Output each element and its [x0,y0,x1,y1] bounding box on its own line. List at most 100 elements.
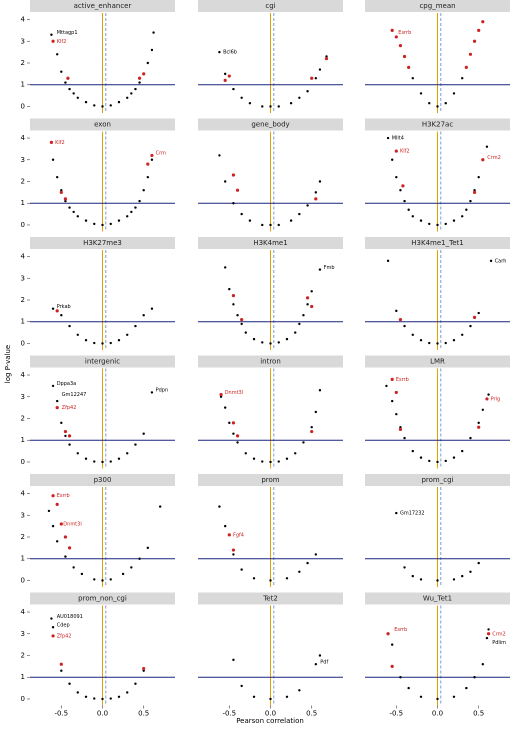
point [394,149,398,153]
point [477,311,480,315]
point [51,494,55,498]
point [158,505,162,508]
point [117,339,121,342]
point-label: Fmb [324,265,335,271]
point [130,566,133,569]
point [66,76,70,80]
point [481,662,485,666]
point [117,219,121,222]
point [232,658,235,662]
panel-title: H3K4me1_Tet1 [411,239,463,247]
point [285,337,289,341]
point [231,421,236,425]
point-label: Esrrb [394,627,407,633]
point [101,579,104,582]
point [419,695,423,699]
point [403,199,406,203]
point [232,202,235,205]
point [240,568,243,571]
point [419,339,423,342]
y-tick-label: 4 [21,608,26,616]
point-label: Cdep [57,623,70,629]
strip [30,0,175,12]
point-label: Dnmt3l [63,521,81,527]
point-label: Esrrb [398,30,411,36]
point [76,333,79,336]
point [126,333,129,336]
point-label: Crm2 [492,631,506,637]
panel-title: exon [94,121,111,129]
point [59,522,63,526]
panel-title: prom [261,476,279,484]
point [232,432,235,435]
point [252,457,256,460]
point [395,175,398,179]
point [477,561,480,565]
point [452,92,456,95]
point [477,175,480,179]
point [325,55,328,58]
point [444,102,447,105]
point [481,408,485,412]
point-label: Crm2 [487,155,501,161]
y-tick-label: 2 [21,178,25,186]
y-axis-label: log P-value [4,345,12,383]
point [223,406,227,409]
point [130,210,133,214]
point [232,303,235,306]
point [93,460,96,463]
point [487,628,490,631]
point [289,102,293,105]
point [64,434,67,438]
point [67,546,72,550]
point [477,421,480,425]
point [411,574,414,578]
point [223,72,227,76]
point [294,452,297,455]
point [399,425,402,429]
point [223,266,227,269]
point [324,57,329,61]
y-tick-label: 1 [21,436,25,444]
point [461,77,464,80]
point [306,303,309,306]
point [51,626,55,629]
point-label: Klf2 [55,140,65,146]
point [294,331,297,334]
panel-title: Tet2 [262,595,278,603]
point-label: Fgf4 [233,532,244,538]
point [261,460,264,463]
point [126,691,129,694]
point [390,399,394,403]
point [452,219,456,222]
point-label: Pdpn [156,388,169,394]
point [399,188,402,192]
point [436,105,439,108]
panel-title: H3K4me1 [253,239,287,247]
point-label: Pdlim [492,640,506,646]
y-tick-label: 2 [21,59,25,67]
point [231,548,236,552]
point [51,524,55,528]
point [228,421,231,425]
y-tick-label: 4 [21,253,26,261]
point [68,87,71,91]
point [310,290,313,293]
point [428,222,431,226]
panel-title: active_enhancer [74,2,132,10]
point [464,65,468,69]
point [403,324,406,328]
strip [365,118,510,131]
point [248,219,252,222]
point [231,294,236,298]
point [306,204,309,207]
point [55,309,59,313]
point [152,31,155,34]
point [436,697,439,701]
point [51,307,55,310]
point [472,39,477,43]
x-tick-label: 0.0 [432,710,443,718]
point [472,315,477,319]
point [444,459,447,463]
